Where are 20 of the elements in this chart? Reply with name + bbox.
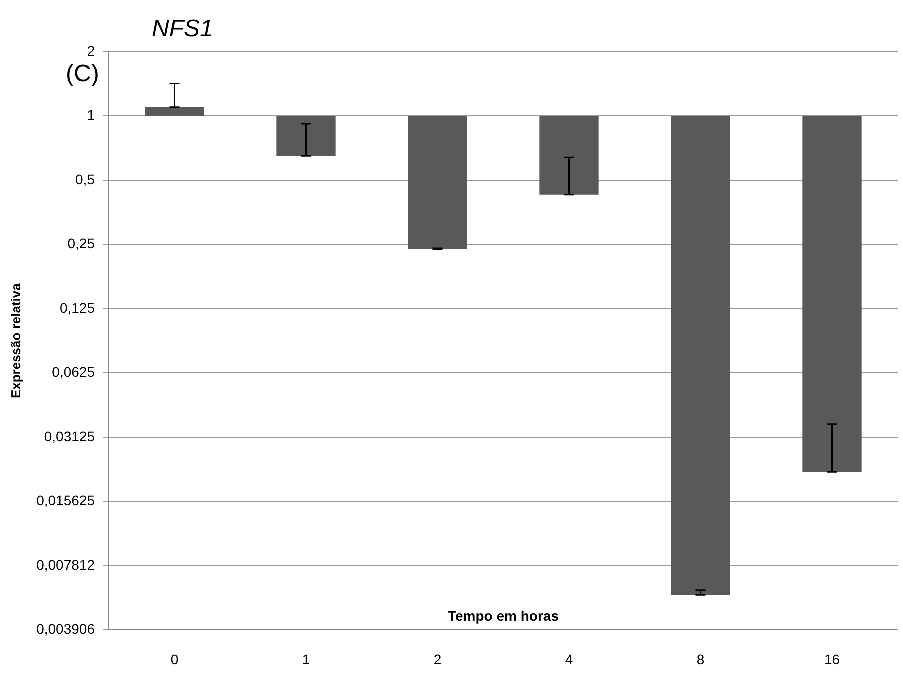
y-tick-label: 0,003906 — [36, 621, 96, 638]
y-tick-label: 0,007812 — [36, 556, 96, 573]
x-tick-label: 8 — [696, 651, 705, 668]
y-tick-label: 0,015625 — [36, 492, 96, 509]
y-tick-label: 0,03125 — [44, 428, 96, 444]
y-axis-title: Expressão relativa — [8, 282, 24, 399]
y-tick-label: 1 — [87, 107, 96, 124]
y-tick-label: 0,0625 — [52, 364, 96, 380]
y-tick-label: 0,5 — [76, 171, 96, 188]
x-tick-label: 2 — [434, 651, 442, 668]
x-axis-title: Tempo em horas — [448, 608, 560, 624]
chart-title: NFS1 — [152, 16, 214, 43]
y-tick-label: 2 — [87, 42, 96, 59]
y-tick-label: 0,25 — [68, 236, 96, 252]
text: (C) — [66, 60, 100, 88]
x-tick-label: 16 — [824, 651, 840, 668]
x-tick-label: 4 — [565, 651, 574, 668]
x-tick-label: 0 — [170, 651, 179, 668]
x-tick-label: 1 — [302, 651, 310, 668]
y-tick-label: 0,125 — [60, 300, 96, 316]
